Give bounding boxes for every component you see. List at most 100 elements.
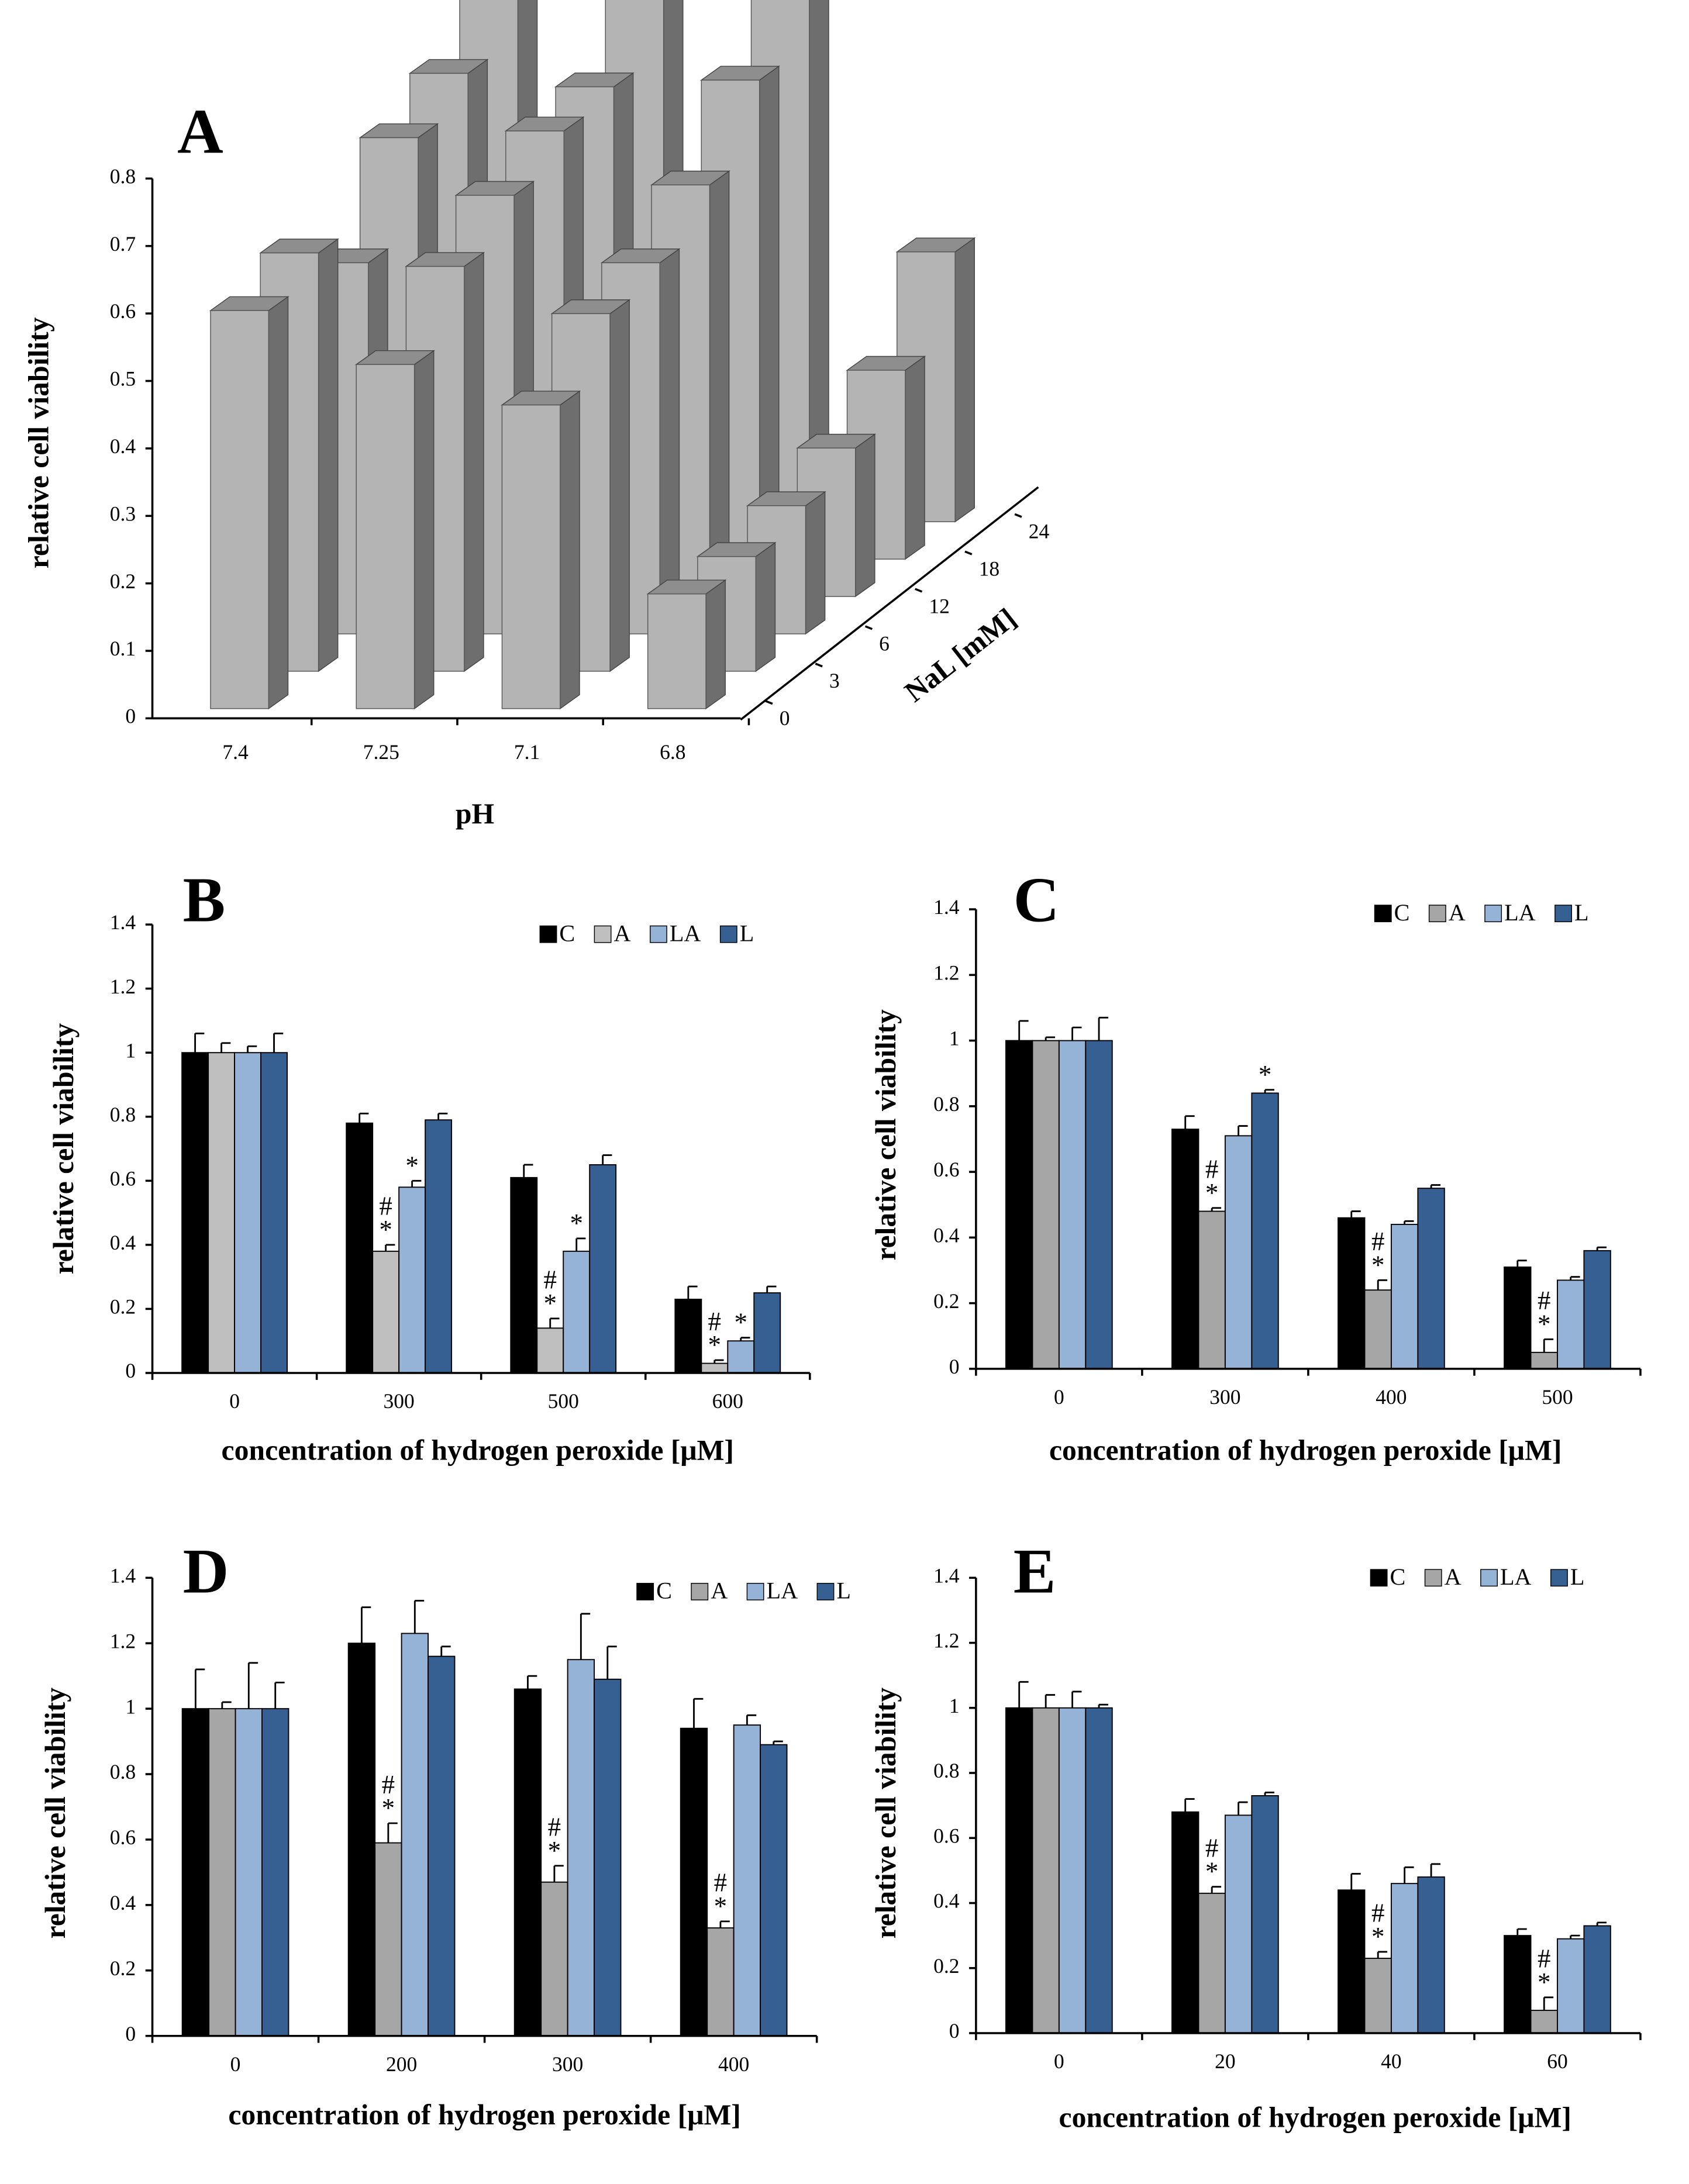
y-tick-label: 0.7 [110, 232, 136, 256]
error-bar [385, 1244, 395, 1251]
significance-marker: # [714, 1868, 727, 1897]
y-tick-label: 0.2 [933, 1289, 959, 1313]
x-tick-label: 600 [712, 1389, 743, 1413]
error-bar [740, 1337, 750, 1341]
y-tick-label: 0.6 [110, 299, 136, 323]
error-bar [1350, 1210, 1361, 1218]
bar [428, 1655, 456, 2037]
bar [760, 1744, 788, 2037]
y-tick-label: 0.6 [110, 1167, 136, 1190]
bar [1557, 1279, 1585, 1369]
bar [513, 1688, 542, 2037]
y-tick-label: 1.2 [933, 1629, 959, 1652]
legend-label: L [1570, 1564, 1585, 1590]
error-bar [1516, 1260, 1527, 1267]
z-axis [740, 486, 1039, 721]
x-tick-label: 20 [1215, 2050, 1236, 2073]
bar [1504, 1266, 1532, 1369]
bar [372, 1250, 400, 1374]
significance-marker: # [708, 1307, 721, 1336]
error-bar [687, 1285, 698, 1299]
error-bar [1238, 1801, 1248, 1816]
z-tick-label: 12 [929, 594, 950, 617]
bar [680, 1727, 708, 2037]
x-tick-label: 40 [1381, 2050, 1402, 2073]
error-bar [1516, 1928, 1527, 1936]
legend-swatch [746, 1583, 764, 1600]
legend-label: L [836, 1578, 851, 1604]
bar-side [709, 170, 730, 598]
bar [706, 1927, 735, 2037]
error-bar [359, 1112, 369, 1123]
bar [1557, 1938, 1585, 2034]
significance-marker: * [570, 1209, 582, 1238]
error-bar [194, 1668, 205, 1709]
legend-swatch [1424, 1569, 1442, 1587]
bar [1338, 1217, 1366, 1369]
error-bar [523, 1164, 533, 1178]
legend-label: C [1394, 899, 1410, 926]
error-bar [1071, 1690, 1082, 1708]
y-tick-label: 1.2 [110, 975, 136, 998]
significance-marker: # [382, 1770, 395, 1799]
y-axis-label: relative cell viability [870, 1009, 902, 1261]
error-bar [413, 1600, 425, 1634]
bar-side [659, 248, 680, 635]
error-bar [1018, 1681, 1029, 1708]
error-bar [273, 1032, 284, 1053]
y-tick-label: 0 [949, 2019, 960, 2042]
bar-3d [209, 296, 289, 710]
bar-3d [646, 579, 727, 710]
bar [1251, 1092, 1279, 1369]
bar [1530, 1351, 1558, 1369]
error-bar [1098, 1016, 1108, 1041]
z-tick [864, 625, 873, 630]
significance-marker: # [1205, 1833, 1218, 1862]
bar-3d [354, 350, 435, 710]
legend-label: LA [1504, 899, 1536, 926]
y-tick-label: 1.4 [933, 1564, 960, 1587]
legend-swatch [1554, 905, 1572, 923]
significance-marker: # [379, 1192, 392, 1221]
bar-front [356, 364, 415, 709]
bar [208, 1052, 236, 1374]
x-tick-label: 200 [386, 2052, 417, 2076]
error-bar [1570, 1276, 1580, 1281]
x-tick-label: 300 [384, 1389, 415, 1413]
error-bar [274, 1681, 285, 1709]
legend-label: C [559, 920, 575, 946]
significance-marker: * [1538, 1968, 1550, 1997]
z-tick [765, 700, 773, 705]
y-tick-label: 0 [125, 2022, 136, 2045]
bar-front [501, 404, 561, 709]
legend-swatch [539, 925, 557, 943]
legend-label: A [614, 920, 631, 946]
bar-side [805, 491, 826, 635]
y-tick-label: 0 [125, 1359, 136, 1382]
y-tick-label: 0.2 [933, 1954, 959, 1978]
y-axis-label: relative cell viability [23, 317, 55, 568]
z-tick [915, 588, 923, 593]
bar [701, 1362, 729, 1374]
error-bar [1350, 1873, 1361, 1890]
bar [1583, 1925, 1611, 2034]
x-tick-label: 500 [548, 1389, 579, 1413]
y-tick-label: 0.2 [110, 1957, 136, 1980]
y-tick-label: 0.8 [933, 1092, 959, 1116]
significance-marker: # [1371, 1227, 1384, 1256]
legend-swatch [1480, 1569, 1498, 1587]
bar-side [318, 238, 339, 672]
y-tick-label: 0.6 [933, 1824, 959, 1847]
y-tick-label: 0.8 [933, 1759, 959, 1782]
error-bar [220, 1042, 231, 1053]
y-tick-label: 0.8 [110, 164, 136, 188]
error-bar [387, 1822, 398, 1843]
error-bar [1404, 1220, 1414, 1224]
bar [540, 1881, 568, 2037]
error-bar [1045, 1036, 1056, 1041]
significance-marker: # [1538, 1286, 1550, 1315]
error-bar [1570, 1934, 1580, 1939]
bar [727, 1340, 755, 1374]
x-axis-label: pH [456, 798, 494, 830]
